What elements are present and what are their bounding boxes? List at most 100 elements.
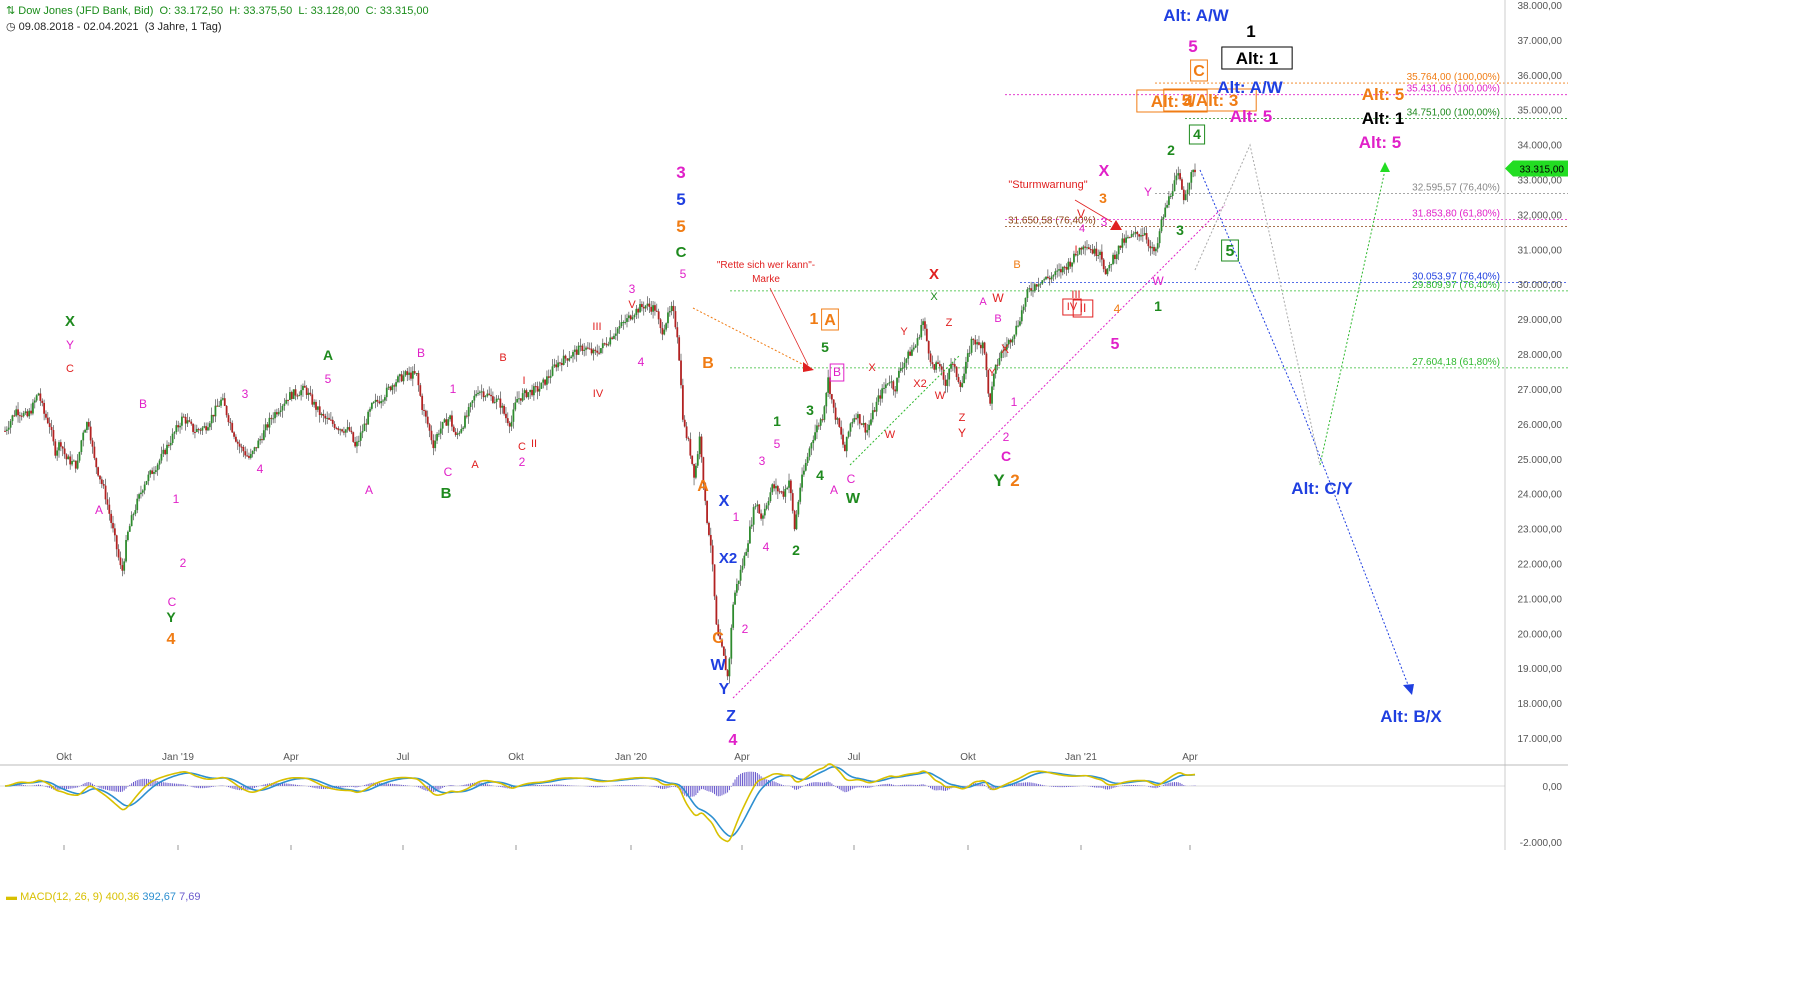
candle-body: [618, 326, 621, 329]
candle-body: [458, 432, 461, 434]
candle-body: [681, 385, 684, 420]
candle-body: [536, 386, 539, 392]
candle-body: [695, 465, 697, 478]
candle-body: [1024, 297, 1027, 307]
wave-label: 5: [1226, 243, 1235, 260]
candle-body: [421, 395, 424, 410]
candle-body: [93, 446, 96, 459]
candle-body: [138, 494, 140, 499]
candle-body: [1175, 175, 1178, 181]
candle-body: [207, 427, 209, 431]
candle-body: [702, 457, 705, 484]
candle-body: [795, 514, 798, 530]
y-tick-label: 17.000,00: [1518, 734, 1563, 745]
candle-body: [771, 484, 774, 493]
candle-body: [1141, 235, 1144, 237]
candle-body: [89, 426, 92, 441]
wave-label: Alt: 5: [1362, 85, 1405, 104]
candle-body: [231, 423, 234, 433]
candle-body: [322, 413, 325, 416]
candle-body: [592, 349, 595, 354]
wave-label: W: [885, 429, 896, 441]
candle-body: [519, 398, 522, 401]
candle-body: [877, 395, 880, 402]
candle-body: [80, 440, 83, 452]
candle-body: [300, 390, 303, 396]
candle-body: [1112, 254, 1114, 265]
wave-label: 3: [629, 282, 636, 296]
candle-body: [188, 420, 191, 422]
candle-body: [214, 405, 217, 417]
wave-label: B: [994, 313, 1001, 325]
candle-body: [624, 321, 627, 323]
candle-body: [50, 427, 53, 431]
candle-body: [1054, 271, 1057, 276]
candle-body: [991, 386, 993, 404]
projection-blue: [1199, 169, 1411, 691]
candle-body: [1039, 283, 1042, 285]
candle-body: [1110, 264, 1113, 266]
candle-body: [315, 401, 317, 410]
x-tick-label: Jan '19: [162, 752, 194, 763]
candle-body: [173, 432, 176, 434]
candle-body: [240, 446, 243, 448]
candle-body: [251, 451, 254, 455]
candle-body: [613, 335, 615, 339]
candle-body: [924, 321, 926, 329]
candle-body: [793, 510, 796, 530]
candle-body: [439, 428, 442, 434]
candle-body: [246, 455, 248, 457]
candle-body: [890, 381, 893, 383]
candle-body: [601, 343, 604, 349]
candle-body: [179, 425, 181, 428]
candle-body: [808, 448, 811, 457]
wave-label: 2: [180, 556, 187, 570]
y-tick-label: 26.000,00: [1518, 420, 1563, 431]
wave-label-box: [1072, 299, 1094, 318]
candle-body: [836, 418, 839, 420]
candle-body: [91, 440, 94, 447]
x-tick-label: Okt: [960, 752, 976, 763]
candle-body: [1097, 254, 1100, 256]
candle-body: [413, 371, 416, 374]
candle-body: [385, 387, 388, 398]
candle-body: [646, 303, 649, 306]
candle-body: [1086, 247, 1088, 249]
wave-label: X: [929, 266, 939, 283]
candle-body: [1015, 325, 1018, 335]
wave-label: 2: [792, 542, 800, 558]
candle-body: [382, 400, 384, 402]
candle-body: [644, 305, 647, 309]
candle-body: [69, 456, 72, 465]
candle-body: [1019, 321, 1021, 326]
candle-body: [376, 399, 379, 402]
candle-body: [637, 308, 640, 313]
candle-body: [264, 424, 267, 431]
candle-body: [1123, 238, 1126, 243]
wave-label: Y: [66, 338, 74, 352]
clock-icon: ◷: [6, 21, 16, 33]
candle-body: [573, 349, 576, 352]
candle-body: [626, 318, 628, 322]
candle-body: [97, 467, 100, 476]
wave-label: B: [833, 365, 841, 379]
wave-label: V: [628, 299, 636, 311]
candle-body: [609, 337, 612, 345]
fibonacci-levels: 35.764,00 (100,00%)35.431,06 (100,00%)34…: [730, 72, 1568, 369]
candle-body: [741, 565, 744, 570]
candle-body: [590, 348, 593, 354]
candle-body: [43, 402, 46, 414]
candle-body: [352, 432, 355, 442]
candle-body: [1069, 261, 1072, 267]
wave-label: A: [830, 483, 838, 497]
wave-label: 5/Alt: 3: [1182, 91, 1239, 110]
candle-body: [233, 432, 235, 437]
y-tick-label: 34.000,00: [1518, 141, 1563, 152]
candle-body: [501, 405, 504, 408]
candle-body: [555, 364, 558, 368]
candle-body: [410, 372, 412, 379]
high-value: H: 33.375,50: [229, 5, 293, 17]
x-tick-label: Jul: [397, 752, 410, 763]
wave-label: B: [139, 397, 147, 411]
